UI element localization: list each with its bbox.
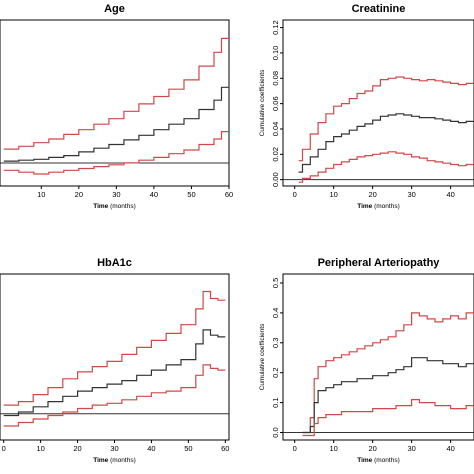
- panel-age: Age 10 20 30 40 50 60 Time (months): [0, 3, 233, 210]
- y-tick-label: 0.08: [271, 71, 280, 86]
- x-tick-label: 10: [37, 190, 45, 199]
- x-axis-unit: (months): [374, 457, 400, 464]
- y-tick-label: 0.02: [271, 147, 280, 162]
- series-line-lower: [3, 364, 226, 427]
- x-tick-label: 0: [293, 190, 297, 199]
- x-tick-label: 50: [187, 190, 195, 199]
- plot-frame: [282, 19, 474, 187]
- x-tick-label: 30: [407, 190, 415, 199]
- series-line-estimate: [3, 329, 226, 417]
- x-tick-label: 20: [75, 190, 83, 199]
- x-tick-label: 0: [2, 444, 6, 453]
- y-tick-label: 0.10: [271, 46, 280, 61]
- x-tick-label: 60: [225, 190, 233, 199]
- series-line-estimate: [3, 86, 229, 162]
- panel-title: Creatinine: [352, 3, 406, 15]
- x-tick-label: 10: [330, 444, 338, 453]
- x-tick-label: 10: [330, 190, 338, 199]
- x-axis-label: Time (months): [357, 457, 400, 464]
- plot-frame: [0, 19, 230, 187]
- y-axis-label: Cumulative coefficients: [259, 69, 266, 136]
- y-tick-label: 0.04: [271, 122, 280, 137]
- x-axis-unit: (months): [110, 457, 136, 464]
- x-tick-label: 40: [147, 444, 155, 453]
- x-tick-label: 50: [184, 444, 192, 453]
- x-tick-label: 0: [293, 444, 297, 453]
- y-tick-label: 0.00: [271, 172, 280, 187]
- series-line-upper: [302, 312, 474, 434]
- panel-title: HbA1c: [97, 257, 132, 269]
- x-axis-label: Time (months): [93, 457, 136, 464]
- x-tick-label: 10: [36, 444, 44, 453]
- series-line-upper: [3, 290, 226, 406]
- panel-peripheral-arteriopathy: Peripheral Arteriopathy 0 10 20 30 40 Time (mo…: [259, 257, 474, 464]
- x-axis-label: Time (months): [93, 203, 136, 210]
- x-tick-label: 20: [73, 444, 81, 453]
- y-axis-label: Cumulative coefficients: [259, 323, 266, 390]
- plot-frame: [282, 273, 474, 441]
- y-tick-label: 0.1: [271, 397, 280, 407]
- panel-title: Age: [104, 3, 125, 15]
- y-tick-label: 0.5: [271, 278, 280, 288]
- panel-title: Peripheral Arteriopathy: [318, 257, 441, 269]
- series-line-estimate: [302, 357, 474, 434]
- x-tick-label: 20: [368, 444, 376, 453]
- x-tick-label: 40: [150, 190, 158, 199]
- x-tick-label: 60: [221, 444, 229, 453]
- y-tick-label: 0.3: [271, 338, 280, 348]
- y-tick-label: 0.0: [271, 427, 280, 437]
- x-tick-label: 30: [112, 190, 120, 199]
- panel-creatinine: Creatinine 0 10 20 30 40 Time (months) 0.00 0.02…: [259, 3, 474, 210]
- series-line-upper: [298, 76, 474, 162]
- x-axis-unit: (months): [110, 203, 136, 210]
- x-axis-label: Time (months): [357, 203, 400, 210]
- x-tick-label: 30: [110, 444, 118, 453]
- x-tick-label: 30: [407, 444, 415, 453]
- y-tick-label: 0.12: [271, 20, 280, 35]
- x-tick-label: 40: [446, 190, 454, 199]
- series-line-estimate: [298, 113, 474, 173]
- series-line-lower: [302, 399, 474, 437]
- x-tick-label: 20: [368, 190, 376, 199]
- y-tick-label: 0.2: [271, 367, 280, 377]
- y-tick-label: 0.4: [271, 308, 280, 318]
- plot-frame: [0, 273, 230, 441]
- x-axis-unit: (months): [374, 203, 400, 210]
- x-tick-label: 40: [446, 444, 454, 453]
- series-line-lower: [3, 131, 229, 175]
- series-line-lower: [298, 151, 474, 183]
- panel-hba1c: HbA1c 0 10 20 30 40 50 60 Time (months): [0, 257, 230, 464]
- y-tick-label: 0.06: [271, 96, 280, 111]
- series-line-upper: [3, 37, 229, 150]
